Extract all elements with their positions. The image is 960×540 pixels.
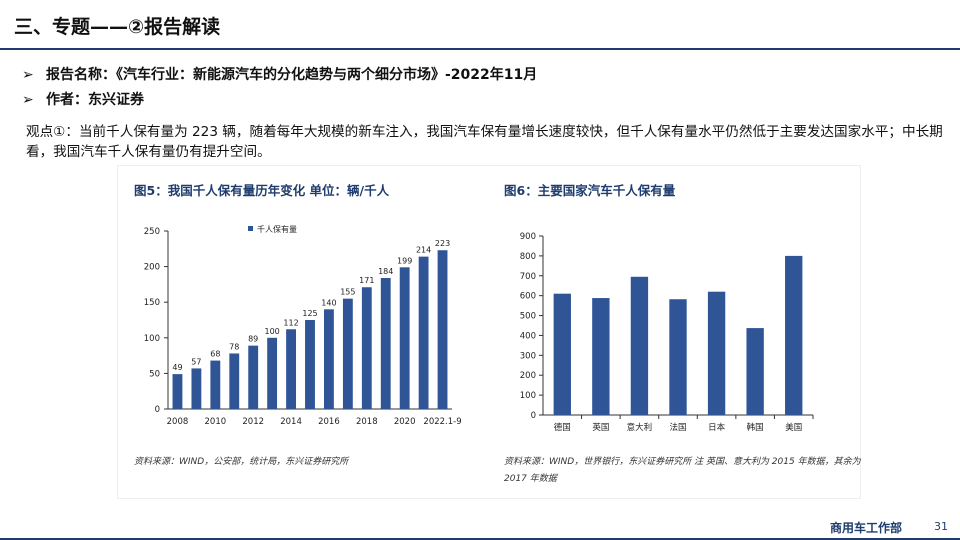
- chart1-y-tick-label: 250: [144, 227, 160, 237]
- viewpoint-paragraph: 观点①：当前千人保有量为 223 辆，随着每年大规模的新车注入，我国汽车保有量增…: [26, 124, 943, 160]
- chart1-data-label: 68: [210, 350, 220, 359]
- chart2-y-tick-label: 400: [520, 331, 536, 341]
- chart1-data-label: 89: [248, 335, 258, 344]
- chart2-bar: [630, 276, 649, 415]
- chart1-data-label: 214: [416, 246, 431, 255]
- chart2-y-tick-label: 600: [520, 292, 536, 302]
- chart1-bar: [342, 298, 353, 409]
- chart2-x-tick-label: 美国: [785, 422, 802, 433]
- chart2-y-tick-label: 0: [531, 411, 536, 421]
- chart1-data-label: 100: [264, 327, 279, 336]
- chart1-bar: [210, 360, 221, 409]
- chart2-bar: [785, 255, 803, 415]
- chart1-data-label: 155: [340, 288, 355, 297]
- chart1-bar: [191, 368, 202, 409]
- chart1-x-tick-label: 2018: [356, 417, 378, 427]
- chart1-x-tick-label: 2014: [280, 417, 302, 427]
- chart1-bar: [305, 320, 315, 409]
- chart1-data-label: 171: [359, 276, 374, 285]
- bullet-text: 报告名称：《汽车行业：新能源汽车的分化趋势与两个细分市场》-2022年11月: [46, 67, 538, 83]
- chart1-bar: [399, 267, 410, 409]
- chart2-y-tick-label: 800: [520, 252, 536, 262]
- chart2-x-tick-label: 日本: [708, 422, 726, 433]
- bullet-author: ➢ 作者：东兴证券: [22, 89, 144, 109]
- chart1-bar: [361, 287, 372, 409]
- arrow-bullet-icon: ➢: [22, 92, 34, 108]
- chart1-legend-label: 千人保有量: [257, 224, 297, 234]
- chart1-y-tick-label: 0: [155, 405, 160, 415]
- chart2-y-tick-label: 300: [520, 351, 536, 361]
- chart2-x-tick-label: 英国: [592, 422, 609, 433]
- chart1-y-tick-label: 100: [144, 334, 160, 344]
- chart1-x-tick-label: 2022.1-9: [423, 417, 461, 427]
- chart1-x-tick-label: 2016: [318, 417, 340, 427]
- chart1-bar: [229, 353, 240, 409]
- chart1-y-tick-label: 150: [144, 298, 160, 308]
- arrow-bullet-icon: ➢: [22, 67, 34, 83]
- chart1-x-tick-label: 2008: [167, 417, 189, 427]
- bullet-report-name: ➢ 报告名称：《汽车行业：新能源汽车的分化趋势与两个细分市场》-2022年11月: [22, 64, 537, 84]
- chart1-data-label: 223: [435, 239, 450, 248]
- chart2-x-tick-label: 法国: [669, 422, 686, 433]
- chart2-x-tick-label: 韩国: [747, 422, 764, 433]
- chart2-bar: [746, 328, 764, 415]
- slide-title: 三、专题——②报告解读: [14, 16, 221, 38]
- chart1-bar: [418, 256, 429, 409]
- chart1-legend-swatch: [248, 226, 253, 231]
- footer-brand: 商用车工作部: [829, 521, 902, 535]
- chart1-x-tick-label: 2020: [394, 417, 416, 427]
- chart2-title: 图6：主要国家汽车千人保有量: [504, 183, 676, 198]
- bullet-text: 作者：东兴证券: [46, 92, 144, 108]
- footer-divider: [0, 538, 960, 540]
- chart1-data-label: 199: [397, 256, 412, 265]
- chart1-y-tick-label: 200: [144, 263, 160, 273]
- chart1-bar: [267, 337, 278, 409]
- chart1-data-label: 184: [378, 267, 393, 276]
- chart1-data-label: 140: [321, 298, 336, 307]
- chart1-data-label: 125: [302, 309, 317, 318]
- chart2-bar: [669, 299, 687, 415]
- title-divider: [0, 48, 960, 50]
- chart-panel: [118, 166, 860, 498]
- chart1-y-tick-label: 50: [149, 369, 160, 379]
- chart2-y-tick-label: 200: [520, 371, 536, 381]
- chart2-y-tick-label: 900: [520, 232, 536, 242]
- chart2-bar: [707, 291, 726, 415]
- chart2-y-tick-label: 100: [520, 391, 536, 401]
- chart2-x-tick-label: 意大利: [627, 422, 653, 433]
- chart1-data-label: 49: [172, 363, 182, 372]
- chart1-data-label: 57: [191, 357, 201, 366]
- chart1-bar: [248, 345, 259, 409]
- chart2-bar: [553, 293, 571, 415]
- chart2-y-tick-label: 700: [520, 272, 536, 282]
- chart1-data-label: 112: [283, 318, 298, 327]
- chart1-source: 资料来源：WIND，公安部，统计局，东兴证券研究所: [134, 457, 349, 467]
- chart1-title: 图5：我国千人保有量历年变化 单位：辆/千人: [134, 183, 390, 198]
- chart1-bar: [380, 277, 391, 409]
- chart1-data-label: 78: [229, 342, 239, 351]
- chart1-bar: [324, 309, 334, 409]
- chart2-source: 资料来源：WIND，世界银行，东兴证券研究所 注 英国、意大利为 2015 年数…: [504, 457, 861, 484]
- chart2-bar: [592, 298, 610, 415]
- page-number: 31: [934, 520, 948, 533]
- chart1-x-tick-label: 2012: [242, 417, 264, 427]
- chart2-x-tick-label: 德国: [554, 422, 571, 433]
- chart1-bar: [172, 374, 183, 409]
- chart1-x-tick-label: 2010: [205, 417, 227, 427]
- chart1-bar: [286, 329, 296, 409]
- chart1-bar: [437, 250, 448, 409]
- chart2-y-tick-label: 500: [520, 312, 536, 322]
